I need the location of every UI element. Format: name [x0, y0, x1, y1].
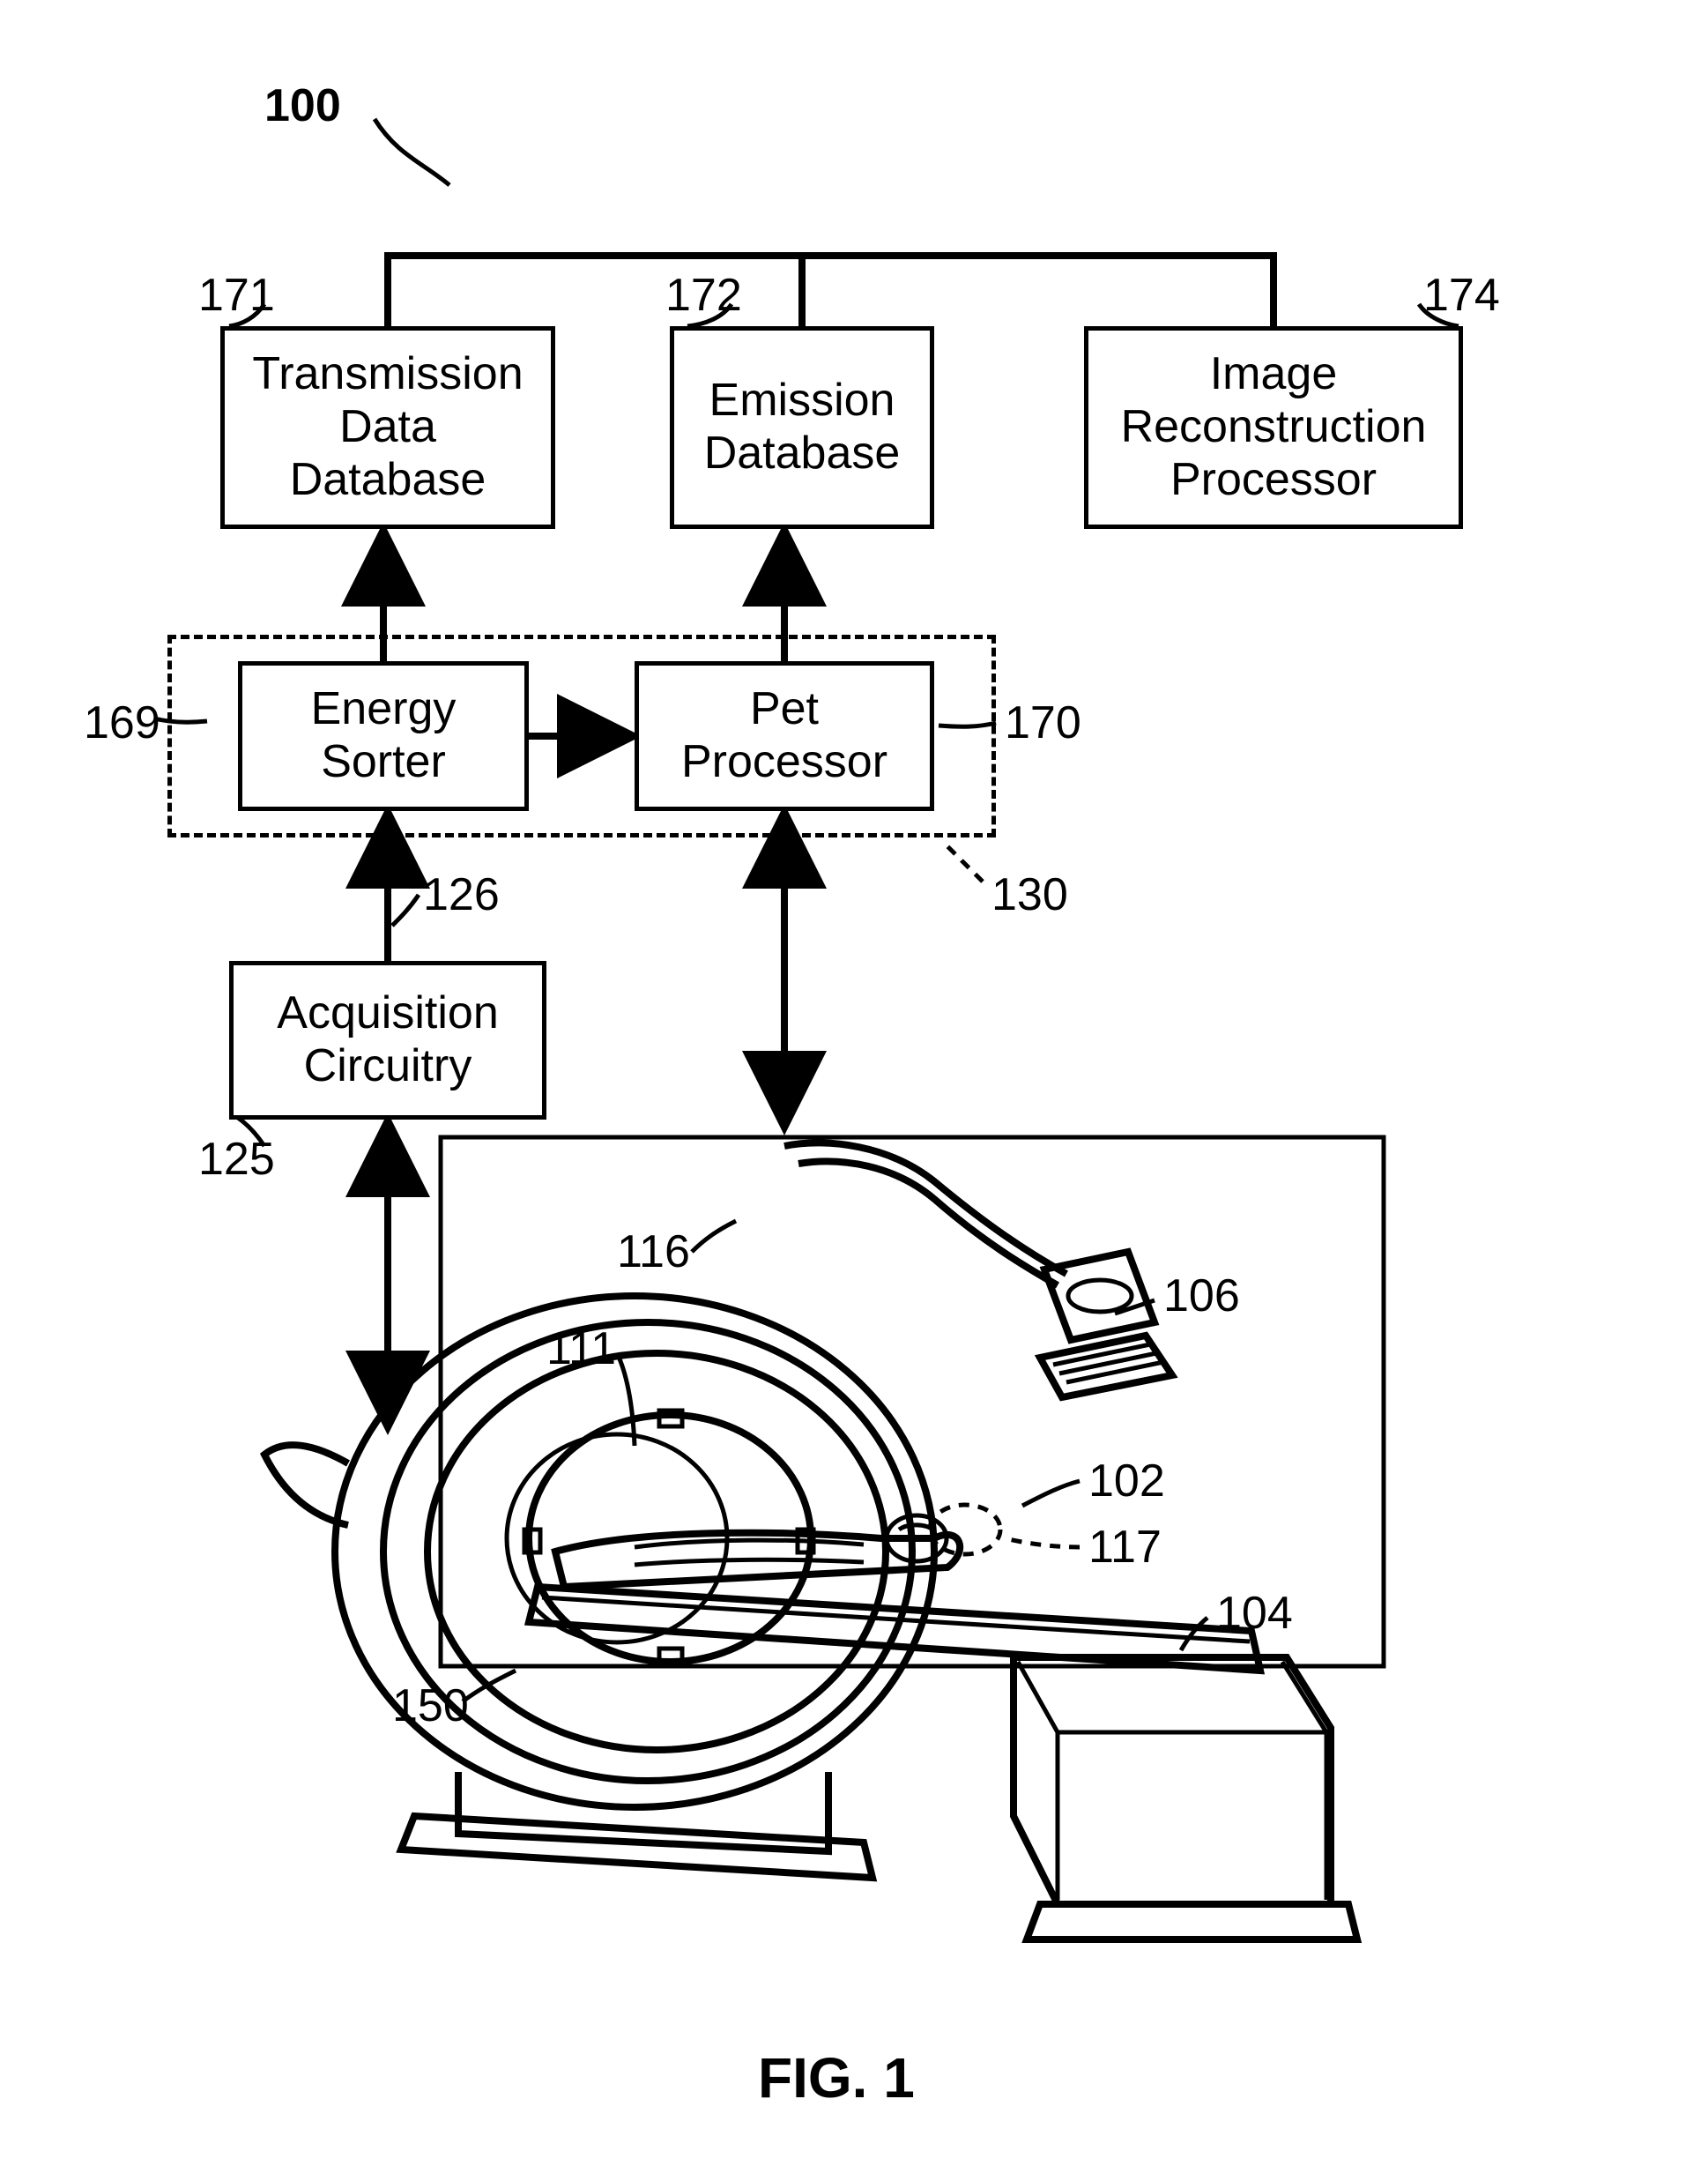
ref-116: 116 [617, 1225, 690, 1278]
ref-104-text: 104 [1216, 1588, 1293, 1639]
block-acquisition: AcquisitionCircuitry [229, 961, 546, 1120]
scanner-drawing [264, 1137, 1384, 1939]
diagram-canvas: 100 TransmissionDataDatabase 171 Emissio… [0, 0, 1708, 2181]
ref-106: 106 [1163, 1269, 1240, 1322]
figure-label: FIG. 1 [758, 2045, 915, 2110]
ref-111-text: 111 [546, 1323, 616, 1374]
ref-174: 174 [1423, 269, 1500, 322]
ref-117: 117 [1088, 1521, 1162, 1574]
block-transmission-db: TransmissionDataDatabase [220, 326, 555, 529]
block-pet-processor-text: PetProcessor [681, 683, 887, 789]
ref-106-text: 106 [1163, 1270, 1240, 1321]
ref-150: 150 [392, 1679, 469, 1732]
ref-125: 125 [198, 1133, 275, 1186]
ref-169: 169 [84, 696, 160, 749]
ref-170-text: 170 [1005, 697, 1081, 748]
block-image-recon: ImageReconstructionProcessor [1084, 326, 1463, 529]
ref-126-text: 126 [423, 869, 500, 920]
ref-102-text: 102 [1088, 1455, 1165, 1507]
block-acquisition-text: AcquisitionCircuitry [277, 987, 498, 1093]
block-energy-sorter-text: EnergySorter [311, 683, 457, 789]
ref-111: 111 [546, 1322, 616, 1375]
ref-102: 102 [1088, 1455, 1165, 1507]
figure-ref-100: 100 [264, 79, 341, 132]
figure-label-text: FIG. 1 [758, 2046, 915, 2110]
ref-150-text: 150 [392, 1680, 469, 1731]
ref-169-text: 169 [84, 697, 160, 748]
block-transmission-db-text: TransmissionDataDatabase [252, 348, 523, 506]
ref-130: 130 [991, 868, 1068, 921]
ref-170: 170 [1005, 696, 1081, 749]
ref-126: 126 [423, 868, 500, 921]
ref-104: 104 [1216, 1587, 1293, 1640]
ref-116-text: 116 [617, 1226, 690, 1277]
block-emission-db: EmissionDatabase [670, 326, 934, 529]
block-pet-processor: PetProcessor [635, 661, 934, 811]
block-image-recon-text: ImageReconstructionProcessor [1121, 348, 1427, 506]
ref-172: 172 [665, 269, 742, 322]
ref-172-text: 172 [665, 270, 742, 321]
figure-ref-100-text: 100 [264, 80, 341, 131]
ref-171: 171 [198, 269, 275, 322]
ref-117-text: 117 [1088, 1522, 1162, 1573]
ref-171-text: 171 [198, 270, 275, 321]
block-emission-db-text: EmissionDatabase [704, 375, 901, 480]
ref-174-text: 174 [1423, 270, 1500, 321]
ref-125-text: 125 [198, 1134, 275, 1185]
block-energy-sorter: EnergySorter [238, 661, 529, 811]
ref-130-text: 130 [991, 869, 1068, 920]
